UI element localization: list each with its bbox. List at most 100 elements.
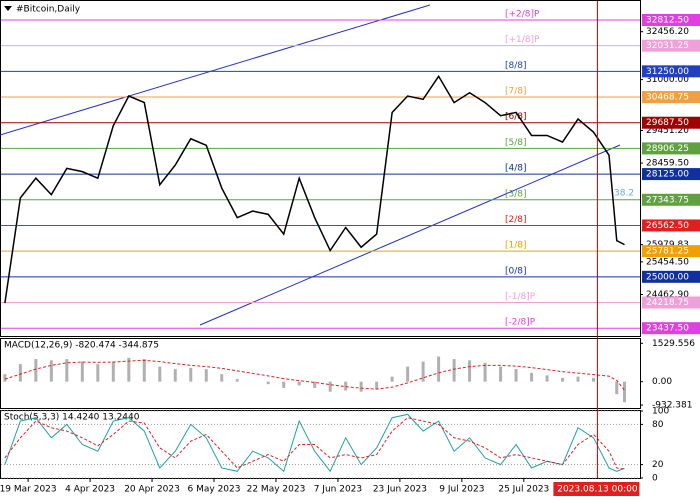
- stoch-frame: [0, 410, 641, 479]
- macd-bar: [468, 360, 472, 382]
- macd-bar: [142, 359, 146, 382]
- level-value-box: [642, 13, 700, 26]
- macd-bar: [623, 381, 627, 403]
- macd-bar: [375, 381, 379, 390]
- macd-bar: [204, 369, 208, 382]
- y-tick-label: 25979.83: [646, 240, 689, 250]
- macd-bar: [421, 361, 425, 382]
- level-label: [4/8]: [505, 164, 527, 174]
- macd-bar: [530, 372, 534, 382]
- level-value-label: 28906.25: [646, 144, 689, 154]
- level-value-label: 26562.50: [646, 221, 689, 231]
- macd-bar: [561, 377, 565, 382]
- macd-bar: [615, 381, 619, 395]
- macd-bar: [437, 356, 441, 382]
- macd-bar: [49, 360, 53, 382]
- macd-bar: [483, 362, 487, 382]
- level-label: [1/8]: [505, 241, 527, 251]
- macd-bar: [297, 381, 301, 386]
- level-value-box: [642, 193, 700, 206]
- macd-bar: [3, 374, 7, 382]
- level-label: [-2/8]P: [505, 318, 536, 328]
- level-label: [6/8]: [505, 112, 527, 122]
- macd-bar: [266, 381, 270, 385]
- y-tick-label: -932.381: [652, 401, 692, 411]
- level-label: [8/8]: [505, 61, 527, 71]
- macd-bar: [390, 376, 394, 382]
- level-value-box: [642, 116, 700, 129]
- macd-bar: [96, 364, 100, 382]
- level-label: [+2/8]P: [505, 9, 540, 19]
- annotation: 38.2: [614, 189, 634, 199]
- macd-bar: [359, 381, 363, 392]
- x-tick-label: 22 May 2023: [247, 485, 306, 495]
- cursor-label: 2023.08.13 00:00: [557, 485, 638, 495]
- level-label: [7/8]: [505, 87, 527, 97]
- channel-line: [0, 4, 431, 136]
- y-tick-label: 28459.50: [646, 159, 689, 169]
- level-value-label: 27343.75: [646, 195, 689, 205]
- macd-bar: [127, 357, 131, 382]
- frames: [0, 0, 641, 479]
- macd-bar: [344, 381, 348, 391]
- menu-arrow: [4, 6, 12, 11]
- level-value-label: 32031.25: [646, 41, 689, 51]
- macd-bar: [235, 379, 239, 382]
- indicator-title: Stoch(5,3,3) 14.4240 13.2440: [4, 413, 140, 423]
- macd-bar: [18, 364, 22, 382]
- y-tick-label: 25454.50: [646, 257, 689, 267]
- y-tick-label: 31000.00: [646, 75, 689, 85]
- macd-bar: [158, 366, 162, 382]
- y-tick-label: 24462.90: [646, 290, 689, 300]
- cursor-box: [553, 482, 640, 496]
- y-tick-label: 29451.20: [646, 126, 689, 136]
- macd-bar: [111, 361, 115, 382]
- level-value-box: [642, 168, 700, 181]
- level-value-label: 25000.00: [646, 272, 689, 282]
- level-value-box: [642, 296, 700, 309]
- main-frame: [0, 0, 641, 337]
- level-label: [2/8]: [505, 215, 527, 225]
- level-value-label: 23437.50: [646, 324, 689, 334]
- x-tick-label: 7 Jun 2023: [314, 485, 362, 495]
- y-tick-label: 0.00: [652, 377, 672, 387]
- level-label: [3/8]: [505, 189, 527, 199]
- level-value-label: 29687.50: [646, 118, 689, 128]
- macd-bar: [220, 374, 224, 382]
- level-value-box: [642, 219, 700, 232]
- x-tick-label: 9 Jul 2023: [439, 485, 484, 495]
- level-value-label: 24218.75: [646, 298, 689, 308]
- macd-bar: [313, 381, 317, 388]
- y-tick-label: 0: [652, 474, 658, 484]
- y-tick-label: 1529.556: [652, 339, 695, 349]
- macd-bar: [65, 359, 69, 382]
- x-tick-label: 20 Apr 2023: [124, 485, 180, 495]
- indicator-title: MACD(12,26,9) -820.474 -344.875: [4, 341, 159, 351]
- level-value-label: 30468.75: [646, 93, 689, 103]
- y-tick-label: 32456.20: [646, 27, 689, 37]
- macd-bar: [34, 359, 38, 382]
- y-tick-label: 80: [652, 420, 664, 430]
- level-value-box: [642, 65, 700, 78]
- macd-bar: [592, 377, 596, 382]
- macd-bar: [328, 381, 332, 392]
- level-value-label: 32812.50: [646, 15, 689, 25]
- x-tick-label: 4 Apr 2023: [65, 485, 115, 495]
- level-value-box: [642, 91, 700, 104]
- macd-bar: [80, 361, 84, 382]
- macd-frame: [0, 338, 641, 409]
- price-line: [4, 74, 625, 304]
- level-label: [-1/8]P: [505, 292, 536, 302]
- macd-bar: [452, 359, 456, 382]
- x-tick-label: 6 May 2023: [188, 485, 241, 495]
- stoch-signal-line: [4, 417, 625, 470]
- level-label: [5/8]: [505, 138, 527, 148]
- level-value-box: [642, 142, 700, 155]
- y-tick-label: 100: [652, 407, 669, 417]
- level-value-label: 31250.00: [646, 67, 689, 77]
- level-value-label: 28125.00: [646, 170, 689, 180]
